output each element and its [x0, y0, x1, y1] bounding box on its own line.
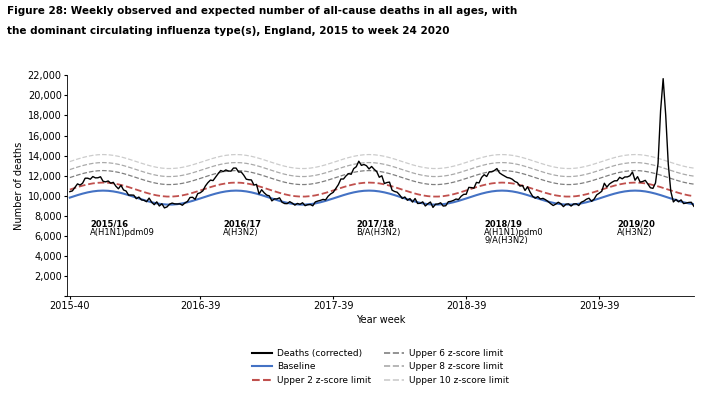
Text: A(H3N2): A(H3N2)	[223, 227, 259, 237]
Text: Figure 28: Weekly observed and expected number of all-cause deaths in all ages, : Figure 28: Weekly observed and expected …	[7, 6, 518, 16]
Text: 2017/18: 2017/18	[356, 220, 394, 229]
Legend: Deaths (corrected), Baseline, Upper 2 z-score limit, Upper 6 z-score limit, Uppe: Deaths (corrected), Baseline, Upper 2 z-…	[252, 349, 509, 385]
Text: B/A(H3N2): B/A(H3N2)	[356, 227, 401, 237]
Text: the dominant circulating influenza type(s), England, 2015 to week 24 2020: the dominant circulating influenza type(…	[7, 26, 450, 36]
Y-axis label: Number of deaths: Number of deaths	[13, 141, 23, 230]
Text: 2016/17: 2016/17	[223, 220, 261, 229]
Text: 9/A(H3N2): 9/A(H3N2)	[484, 236, 528, 245]
Text: 2015/16: 2015/16	[91, 220, 128, 229]
Text: A(H3N2): A(H3N2)	[617, 227, 653, 237]
Text: A(H1N1)pdm09: A(H1N1)pdm09	[91, 227, 155, 237]
Text: A(H1N1)pdm0: A(H1N1)pdm0	[484, 227, 544, 237]
Text: 2019/20: 2019/20	[617, 220, 655, 229]
Text: 2018/19: 2018/19	[484, 220, 522, 229]
X-axis label: Year week: Year week	[356, 316, 405, 326]
